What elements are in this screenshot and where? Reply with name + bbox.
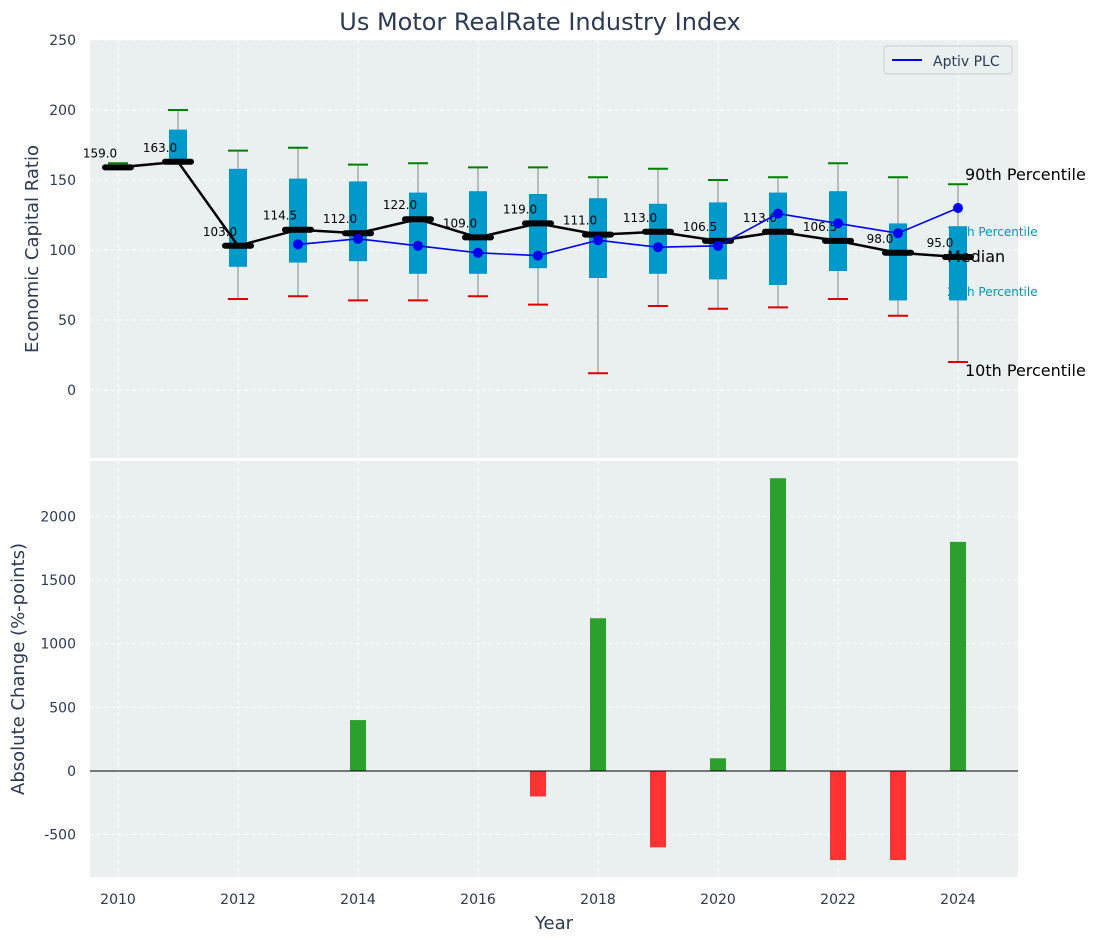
company-point	[893, 228, 903, 239]
company-point	[833, 218, 843, 229]
bottom-y-axis-label: Absolute Change (%-points)	[8, 543, 29, 795]
top-y-tick-label: 50	[58, 313, 76, 329]
company-point	[413, 240, 423, 251]
median-value-label: 159.0	[83, 146, 117, 160]
annotation-25th-percentile: 25th Percentile	[947, 285, 1038, 299]
legend-box	[883, 45, 1013, 75]
median-value-label: 163.0	[143, 141, 177, 155]
change-bar	[950, 541, 966, 771]
change-bar	[530, 771, 546, 797]
median-value-label: 112.0	[323, 212, 357, 226]
x-tick-label: 2020	[700, 892, 736, 908]
bottom-y-tick-label: 1000	[40, 637, 76, 653]
change-bar	[350, 720, 366, 771]
change-bar	[830, 771, 846, 861]
median-value-label: 113.0	[743, 211, 777, 225]
company-point	[473, 247, 483, 258]
change-bar	[890, 771, 906, 861]
iqr-box	[229, 168, 247, 267]
company-point	[533, 250, 543, 261]
x-tick-label: 2022	[820, 892, 856, 908]
median-value-label: 106.5	[683, 220, 717, 234]
top-y-tick-label: 100	[49, 243, 76, 259]
bottom-y-tick-label: 0	[67, 764, 76, 780]
annotation-10th-percentile: 10th Percentile	[965, 361, 1086, 380]
iqr-box	[949, 226, 967, 301]
iqr-box	[349, 181, 367, 262]
iqr-box	[469, 191, 487, 274]
median-value-label: 95.0	[927, 236, 954, 250]
legend: Aptiv PLC	[883, 45, 1013, 75]
median-value-label: 119.0	[503, 202, 537, 216]
top-y-tick-label: 250	[49, 33, 76, 49]
company-line-aptiv	[297, 207, 959, 257]
change-bar	[710, 758, 726, 771]
top-y-tick-label: 200	[49, 103, 76, 119]
iqr-box	[169, 129, 187, 162]
x-tick-label: 2010	[100, 892, 136, 908]
annotation-90th-percentile: 90th Percentile	[965, 165, 1086, 184]
change-bar	[650, 771, 666, 848]
company-point	[593, 235, 603, 246]
top-y-axis-label: Economic Capital Ratio	[22, 145, 43, 353]
iqr-box	[409, 192, 427, 274]
company-point	[653, 242, 663, 253]
iqr-box	[829, 191, 847, 271]
chart-title: Us Motor RealRate Industry Index	[339, 8, 741, 36]
x-axis-label: Year	[534, 913, 574, 934]
x-tick-label: 2018	[580, 892, 616, 908]
company-point	[713, 240, 723, 251]
top-y-tick-label: 150	[49, 173, 76, 189]
legend-label-aptiv: Aptiv PLC	[933, 54, 1000, 70]
iqr-box	[289, 178, 307, 263]
median-value-label: 113.0	[623, 211, 657, 225]
median-value-label: 103.0	[203, 225, 237, 239]
bottom-y-tick-label: -500	[44, 828, 76, 844]
change-bar	[590, 618, 606, 771]
annotation-median: Median	[947, 247, 1005, 266]
x-tick-label: 2014	[340, 892, 376, 908]
iqr-box	[529, 194, 547, 269]
top-y-tick-label: 0	[67, 383, 76, 399]
x-tick-label: 2012	[220, 892, 256, 908]
company-point	[953, 203, 963, 213]
bottom-y-tick-label: 500	[49, 700, 76, 716]
x-tick-label: 2024	[940, 892, 976, 908]
change-bar	[770, 478, 786, 771]
bottom-panel-background	[90, 461, 1018, 877]
median-value-label: 111.0	[563, 214, 597, 228]
bottom-y-tick-label: 2000	[40, 509, 76, 525]
company-point	[293, 239, 303, 250]
x-tick-label: 2016	[460, 892, 496, 908]
iqr-box	[649, 203, 667, 274]
median-value-label: 109.0	[443, 216, 477, 230]
iqr-box	[769, 192, 787, 285]
median-value-label: 106.5	[803, 220, 837, 234]
company-point	[353, 233, 363, 244]
company-point	[773, 208, 783, 219]
iqr-box	[889, 223, 907, 301]
bottom-y-tick-label: 1500	[40, 573, 76, 589]
median-value-label: 98.0	[867, 232, 894, 246]
median-value-label: 122.0	[383, 198, 417, 212]
annotation-75th-percentile: 75th Percentile	[947, 225, 1038, 239]
median-value-label: 114.5	[263, 209, 297, 223]
